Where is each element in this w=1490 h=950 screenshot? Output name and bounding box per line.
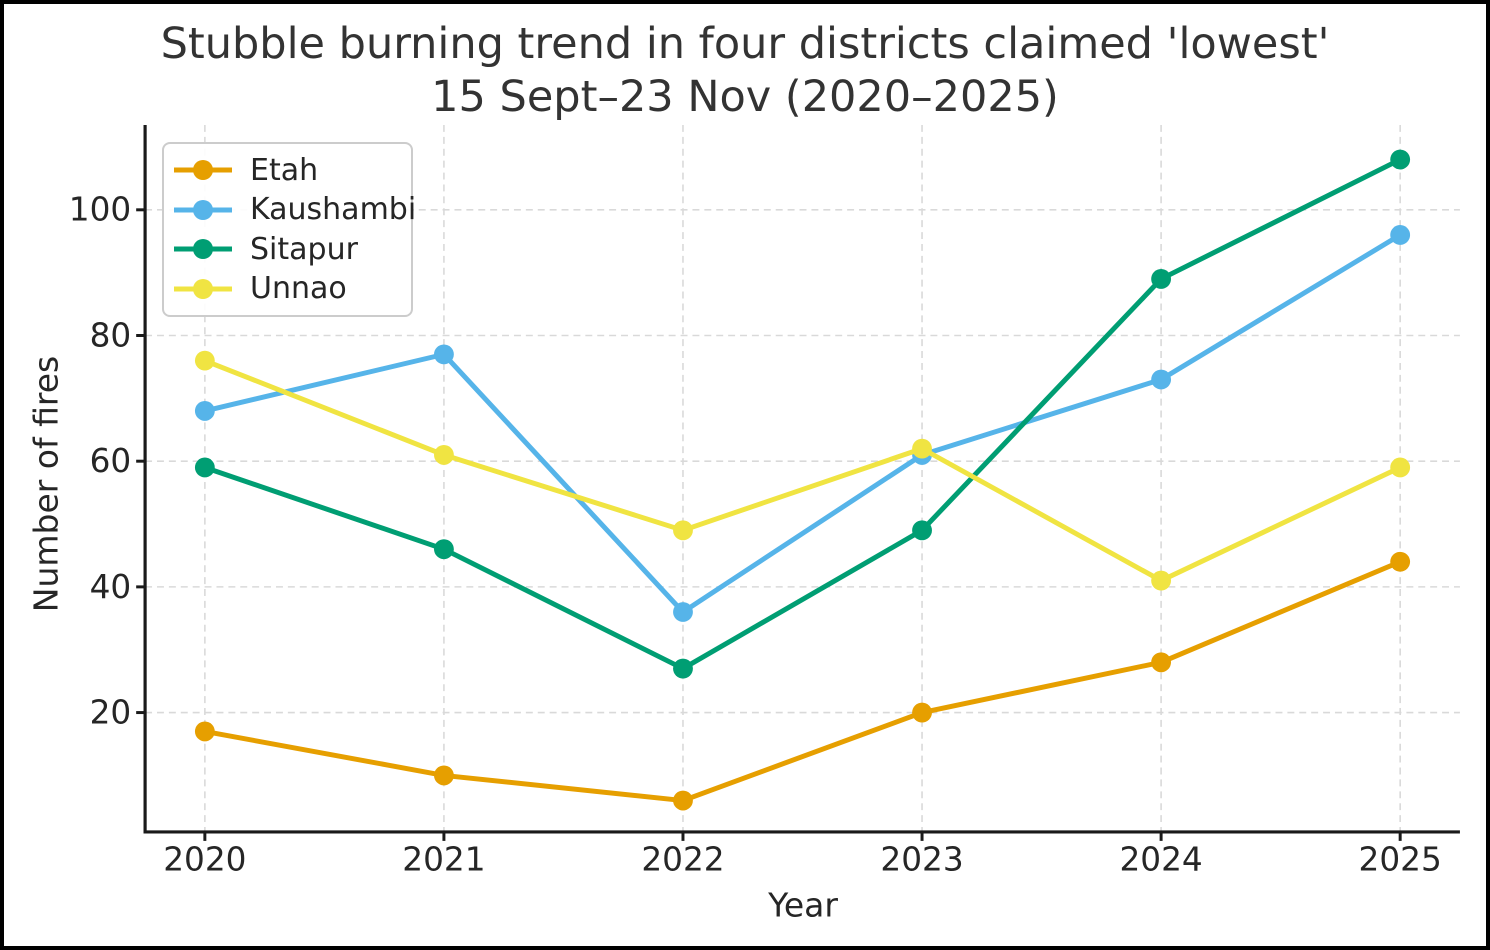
x-tick-label-2025: 2025	[1359, 841, 1442, 879]
point-unnao-2022	[673, 520, 693, 541]
line-kaushambi	[204, 232, 1402, 615]
legend-marker-sitapur	[174, 239, 232, 260]
point-etah-2025	[1390, 551, 1411, 572]
x-axis-label: Year	[768, 885, 838, 925]
point-sitapur-2024	[1151, 269, 1172, 289]
y-tick-label-20: 20	[90, 693, 132, 731]
legend-marker-kaushambi	[174, 199, 232, 220]
point-sitapur-2025	[1390, 149, 1411, 170]
chart-title-line1: Stubble burning trend in four districts …	[160, 19, 1330, 69]
point-unnao-2021	[434, 444, 454, 465]
x-tick-label-2022: 2022	[641, 841, 724, 879]
point-etah-2022	[673, 790, 693, 811]
legend-label-etah: Etah	[250, 152, 319, 188]
point-etah-2021	[434, 765, 454, 786]
y-tick-label-80: 80	[90, 316, 132, 354]
legend-item-etah: Etah	[172, 153, 411, 188]
point-unnao-2025	[1390, 457, 1411, 478]
x-tick-label-2021: 2021	[402, 841, 485, 879]
point-kaushambi-2021	[434, 344, 454, 365]
y-tick-label-60: 60	[90, 442, 132, 480]
point-etah-2020	[194, 721, 215, 742]
point-kaushambi-2022	[673, 602, 693, 622]
series-unnao	[194, 350, 1411, 591]
x-tick-label-2024: 2024	[1119, 841, 1202, 879]
legend: Etah Kaushambi Sitapur Unnao	[162, 142, 416, 317]
point-sitapur-2020	[194, 457, 215, 478]
axis-ticks	[136, 208, 1402, 841]
legend-marker-etah	[174, 160, 232, 181]
point-unnao-2020	[194, 350, 215, 371]
point-kaushambi-2025	[1390, 225, 1411, 245]
legend-item-unnao: Unnao	[172, 271, 411, 306]
line-chart-canvas: 2020 2021 2022 2023 2024 2025 20 40 60 80 100	[69, 124, 1460, 879]
point-kaushambi-2024	[1151, 369, 1172, 390]
chart-title-line2: 15 Sept–23 Nov (2020–2025)	[431, 72, 1059, 122]
point-sitapur-2022	[673, 658, 693, 679]
x-tick-label-2023: 2023	[880, 841, 963, 879]
axes-spines	[143, 124, 1460, 834]
point-etah-2023	[912, 702, 932, 723]
series-etah	[194, 551, 1411, 811]
point-etah-2024	[1151, 652, 1172, 673]
legend-label-kaushambi: Kaushambi	[250, 192, 417, 228]
tick-labels: 2020 2021 2022 2023 2024 2025 20 40 60 80 100	[69, 191, 1442, 879]
point-sitapur-2021	[434, 539, 454, 560]
y-tick-label-40: 40	[90, 568, 132, 606]
legend-item-sitapur: Sitapur	[172, 232, 411, 267]
x-tick-label-2020: 2020	[163, 841, 246, 879]
y-axis-label: Number of fires	[26, 355, 66, 613]
legend-marker-unnao	[174, 278, 232, 299]
y-tick-label-100: 100	[69, 191, 131, 229]
point-sitapur-2023	[912, 520, 932, 541]
legend-label-unnao: Unnao	[250, 271, 347, 307]
point-unnao-2023	[912, 438, 932, 459]
line-etah	[204, 559, 1402, 804]
legend-label-sitapur: Sitapur	[250, 231, 358, 267]
line-unnao	[203, 358, 1402, 584]
point-kaushambi-2020	[194, 400, 215, 421]
point-unnao-2024	[1151, 570, 1172, 591]
legend-item-kaushambi: Kaushambi	[172, 192, 416, 227]
series-sitapur	[194, 149, 1411, 679]
line-sitapur	[204, 157, 1402, 672]
chart-title: Stubble burning trend in four districts …	[4, 18, 1486, 124]
